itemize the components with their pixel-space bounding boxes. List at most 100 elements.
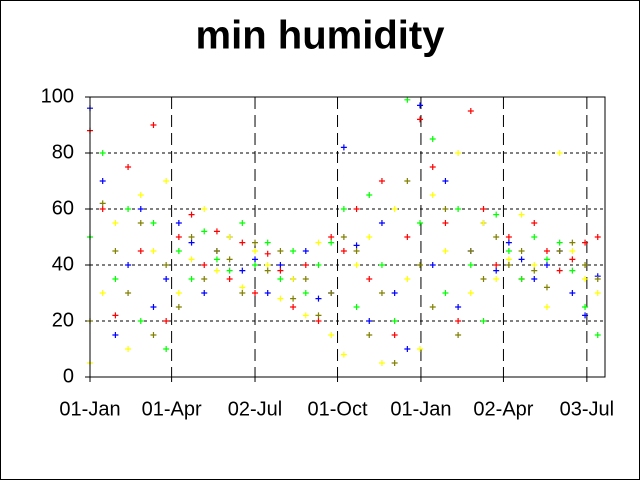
point — [302, 262, 309, 268]
point — [213, 228, 220, 235]
point — [404, 234, 411, 240]
point — [353, 206, 360, 212]
point — [163, 276, 170, 282]
point — [226, 276, 233, 282]
point — [569, 256, 576, 263]
point — [290, 248, 297, 254]
point — [429, 262, 436, 268]
x-tick-label: 01-Jan — [59, 398, 120, 420]
point — [366, 276, 373, 282]
point — [201, 228, 208, 235]
point — [264, 262, 271, 268]
point — [531, 234, 538, 240]
point — [353, 262, 360, 268]
point — [366, 192, 373, 198]
point — [429, 136, 436, 142]
point — [328, 290, 335, 296]
point — [213, 267, 220, 274]
point — [112, 248, 119, 254]
point — [417, 220, 424, 226]
point — [480, 206, 487, 212]
point — [175, 234, 182, 240]
point — [125, 346, 132, 352]
point — [518, 256, 525, 263]
point — [404, 96, 411, 103]
point — [467, 108, 474, 114]
point — [150, 248, 157, 254]
point — [328, 239, 335, 246]
point — [417, 262, 424, 268]
point — [125, 290, 132, 296]
point — [201, 262, 208, 268]
x-tick-label: 01-Jan — [390, 398, 451, 420]
point — [340, 144, 347, 151]
point — [582, 239, 589, 246]
point — [582, 262, 589, 268]
point — [315, 239, 322, 246]
point — [417, 346, 424, 352]
point — [99, 200, 106, 207]
point — [340, 248, 347, 254]
point — [391, 332, 398, 338]
point — [201, 290, 208, 296]
point — [366, 332, 373, 338]
point — [226, 234, 233, 240]
point — [188, 234, 195, 240]
point — [99, 206, 106, 212]
point — [505, 256, 512, 263]
point — [582, 312, 589, 319]
y-tick-label: 100 — [41, 85, 74, 107]
point — [493, 267, 500, 274]
point — [594, 290, 601, 296]
point — [226, 267, 233, 274]
y-tick-label: 60 — [52, 197, 74, 219]
x-tick-label: 01-Oct — [308, 398, 368, 420]
point — [442, 206, 449, 212]
point — [252, 248, 259, 254]
point — [112, 220, 119, 226]
point — [531, 220, 538, 226]
point — [391, 318, 398, 324]
point — [480, 220, 487, 226]
point — [277, 276, 284, 282]
point — [264, 250, 271, 257]
point — [340, 351, 347, 358]
point — [137, 318, 144, 324]
point — [125, 262, 132, 268]
point — [391, 290, 398, 296]
point — [378, 290, 385, 296]
point — [594, 332, 601, 338]
point — [493, 276, 500, 282]
point — [353, 242, 360, 249]
point — [188, 239, 195, 246]
point — [150, 122, 157, 128]
point — [340, 234, 347, 240]
point — [531, 276, 538, 282]
point — [480, 318, 487, 324]
point — [175, 304, 182, 310]
point — [252, 290, 259, 296]
point — [150, 220, 157, 226]
point — [493, 262, 500, 268]
point — [556, 239, 563, 246]
point — [531, 267, 538, 274]
point — [594, 276, 601, 282]
point — [125, 164, 132, 170]
point — [99, 290, 106, 296]
point — [315, 262, 322, 268]
point — [150, 332, 157, 338]
point — [404, 178, 411, 184]
point — [556, 150, 563, 156]
point — [569, 239, 576, 246]
point — [188, 276, 195, 282]
point — [417, 102, 424, 109]
point — [569, 290, 576, 296]
point — [467, 262, 474, 268]
point — [480, 276, 487, 282]
point — [455, 318, 462, 324]
y-tick-label: 40 — [52, 253, 74, 275]
point — [290, 295, 297, 302]
x-tick-label: 03-Jul — [560, 398, 614, 420]
point — [340, 206, 347, 212]
point — [442, 178, 449, 184]
